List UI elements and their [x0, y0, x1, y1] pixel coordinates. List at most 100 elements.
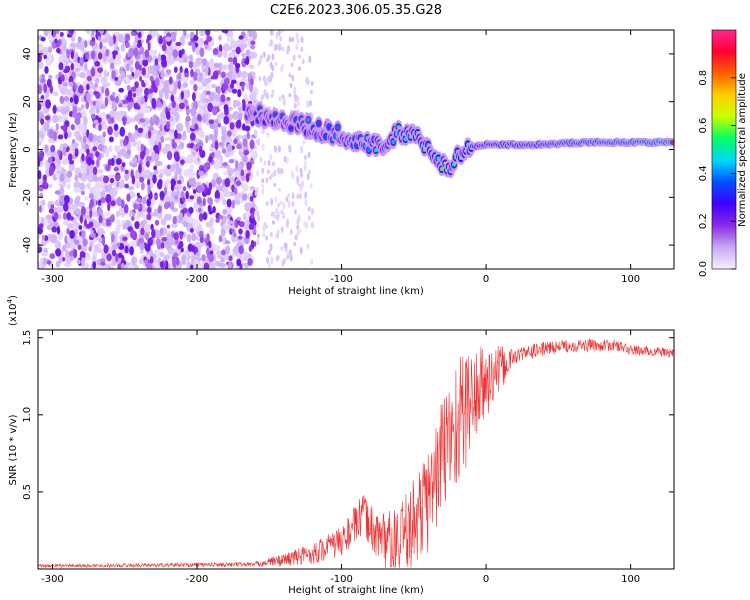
heatmap-cell	[65, 49, 70, 54]
heatmap-cell	[92, 100, 96, 106]
heatmap-cell	[112, 91, 116, 97]
heatmap-cell	[68, 160, 75, 165]
figure-title: C2E6.2023.306.05.35.G28	[270, 3, 442, 18]
heatmap-cell	[249, 91, 257, 102]
heatmap-cell	[77, 244, 82, 251]
heatmap-cell	[227, 130, 232, 137]
heatmap-cell	[115, 174, 121, 181]
colorbar: 0.0 0.2 0.4 0.6 0.8 Normalized spectral ampl…	[698, 29, 748, 277]
heatmap-cell	[158, 257, 162, 264]
heatmap-cell	[47, 183, 53, 189]
heatmap-cell	[179, 65, 183, 74]
heatmap-cell	[287, 193, 291, 198]
heatmap-cell	[58, 258, 62, 264]
heatmap-cell	[307, 151, 311, 158]
heatmap-cell	[244, 125, 251, 132]
x-tick-label: -200	[186, 574, 209, 585]
heatmap-cell	[165, 179, 171, 185]
heatmap-cell	[292, 54, 296, 62]
heatmap-cell	[43, 257, 48, 266]
heatmap-cell	[63, 202, 69, 212]
heatmap-cell	[41, 234, 45, 241]
heatmap-cell	[242, 101, 246, 112]
heatmap-cell	[208, 155, 213, 163]
heatmap-cell	[73, 95, 79, 105]
heatmap-cell	[109, 177, 115, 184]
heatmap-cell	[142, 82, 146, 88]
heatmap-cell	[249, 139, 255, 150]
snr-background	[38, 330, 674, 569]
heatmap-cell	[198, 207, 202, 213]
heatmap-cell	[212, 206, 216, 214]
heatmap-cell	[192, 61, 198, 69]
heatmap-cell	[102, 131, 107, 138]
heatmap-cell	[49, 165, 55, 176]
heatmap-cell	[273, 112, 278, 117]
heatmap-cell	[147, 88, 154, 94]
heatmap-cell	[294, 234, 298, 241]
heatmap-cell	[97, 52, 103, 60]
heatmap-cell	[115, 158, 122, 165]
heatmap-cell	[122, 116, 127, 126]
heatmap-cell	[127, 264, 135, 269]
heatmap-cell	[205, 221, 214, 228]
heatmap-cell	[98, 123, 102, 132]
heatmap-cell	[64, 235, 68, 245]
heatmap-cell	[241, 183, 249, 192]
heatmap-cell	[86, 92, 91, 103]
heatmap-cell	[172, 138, 176, 149]
heatmap-cell	[196, 157, 201, 163]
heatmap-cell	[303, 154, 307, 160]
heatmap-cell	[205, 83, 211, 93]
heatmap-cell	[157, 52, 162, 62]
heatmap-cell	[47, 156, 53, 164]
heatmap-cell	[211, 262, 216, 269]
heatmap-cell	[237, 119, 242, 128]
heatmap-cell	[185, 190, 189, 200]
heatmap-cell	[243, 149, 250, 156]
colorbar-tick-label: 0.4	[698, 165, 709, 181]
heatmap-cell	[171, 33, 177, 43]
heatmap-cell	[291, 192, 295, 200]
heatmap-cell	[166, 224, 171, 229]
heatmap-cell	[81, 229, 86, 240]
heatmap-cell	[173, 232, 179, 241]
heatmap-cell	[166, 120, 171, 130]
heatmap-cell	[77, 148, 86, 154]
heatmap-cell	[159, 227, 164, 236]
heatmap-cell	[54, 42, 61, 48]
heatmap-cell	[217, 122, 222, 128]
heatmap-cell	[147, 184, 151, 195]
heatmap-cell	[221, 64, 228, 71]
x-tick-label: 100	[621, 274, 640, 285]
heatmap-cell	[114, 144, 121, 153]
heatmap-cell	[189, 228, 194, 233]
heatmap-cell	[62, 220, 69, 226]
heatmap-cell	[296, 193, 300, 200]
heatmap-cell	[299, 167, 303, 175]
heatmap-cell	[207, 102, 214, 113]
heatmap-cell	[184, 99, 189, 105]
heatmap-cell	[228, 70, 233, 80]
heatmap-cell	[47, 32, 53, 41]
heatmap-cell	[277, 187, 281, 192]
heatmap-cell	[117, 33, 124, 43]
heatmap-cell	[233, 232, 237, 238]
heatmap-cell	[73, 187, 82, 193]
heatmap-cell	[66, 170, 73, 178]
heatmap-cell	[217, 35, 222, 41]
heatmap-cell	[174, 129, 178, 140]
snr-ylabel: SNR (10 * v/v)	[8, 414, 19, 485]
heatmap-cell	[105, 48, 110, 57]
heatmap-cell	[86, 182, 91, 190]
heatmap-cell	[170, 223, 179, 229]
heatmap-cell	[82, 238, 88, 247]
heatmap-cell	[188, 206, 194, 214]
heatmap-cell	[241, 123, 246, 131]
heatmap-cell	[174, 195, 178, 200]
heatmap-cell	[50, 144, 56, 153]
heatmap-cell	[174, 172, 178, 182]
heatmap-cell	[255, 223, 259, 228]
heatmap-cell	[247, 72, 251, 80]
heatmap-cell	[121, 103, 129, 108]
